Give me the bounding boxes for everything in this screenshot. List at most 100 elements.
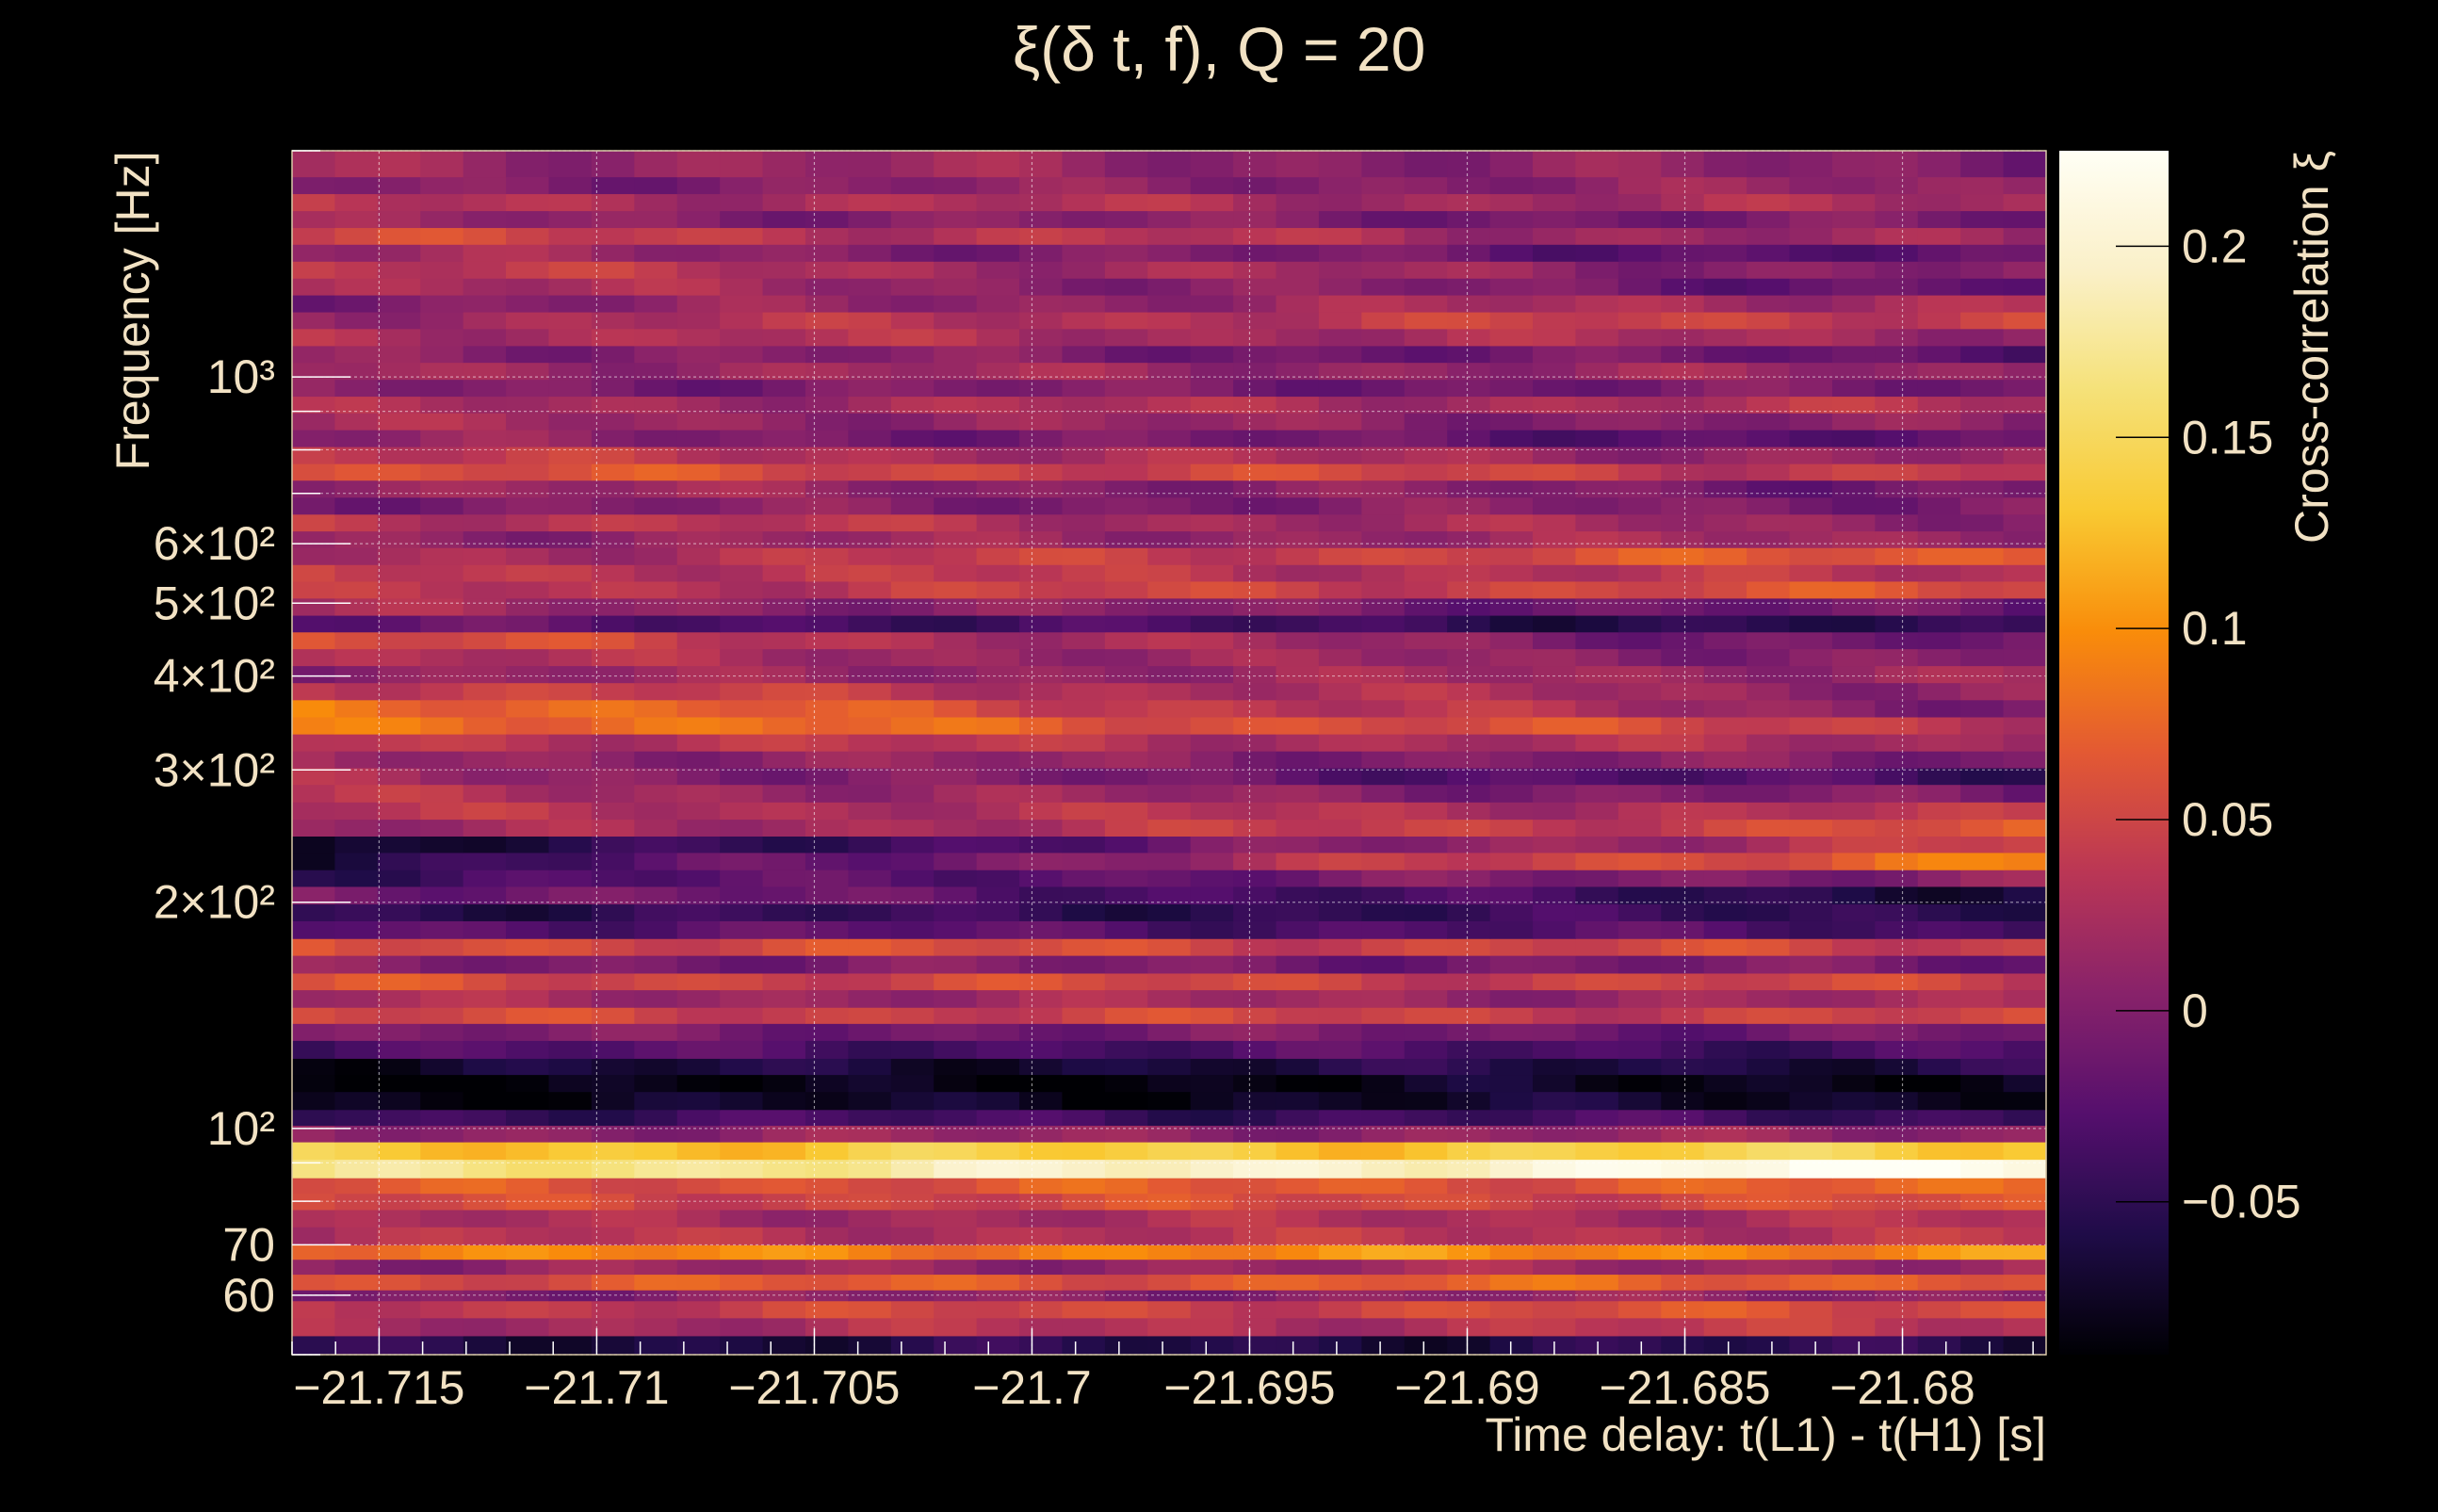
heatmap-cell	[720, 767, 764, 786]
heatmap-cell	[848, 648, 892, 667]
heatmap-cell	[805, 597, 849, 616]
heatmap-cell	[506, 1159, 550, 1179]
heatmap-cell	[506, 734, 550, 752]
heatmap-cell	[1533, 564, 1577, 582]
heatmap-cell	[976, 430, 1020, 447]
heatmap-cell	[1147, 362, 1192, 381]
heatmap-cell	[1489, 463, 1534, 481]
heatmap-cell	[848, 751, 892, 769]
heatmap-cell	[1318, 496, 1362, 515]
heatmap-cell	[1147, 447, 1192, 464]
heatmap-cell	[1190, 836, 1234, 854]
heatmap-cell	[1617, 413, 1662, 431]
heatmap-cell	[676, 547, 721, 565]
heatmap-cell	[1661, 1074, 1705, 1093]
heatmap-cell	[1489, 972, 1534, 991]
heatmap-cell	[420, 1178, 464, 1195]
heatmap-cell	[1661, 413, 1705, 431]
heatmap-cell	[1447, 1244, 1491, 1260]
heatmap-cell	[805, 176, 849, 195]
heatmap-cell	[1703, 227, 1747, 245]
heatmap-cell	[548, 362, 593, 381]
colorbar-tick-label: 0.1	[2182, 602, 2248, 655]
heatmap-cell	[463, 1058, 507, 1076]
heatmap-cell	[1404, 547, 1448, 565]
heatmap-cell	[1747, 278, 1791, 296]
heatmap-cell	[377, 767, 421, 786]
heatmap-cell	[591, 734, 635, 752]
heatmap-cell	[976, 1300, 1020, 1319]
heatmap-cell	[292, 580, 336, 599]
heatmap-cell	[1960, 244, 2005, 262]
heatmap-cell	[1318, 362, 1362, 381]
heatmap-cell	[634, 716, 678, 735]
heatmap-cell	[762, 1109, 806, 1127]
heatmap-cell	[805, 716, 849, 735]
heatmap-cell	[1233, 920, 1277, 939]
heatmap-cell	[1960, 345, 2005, 364]
heatmap-cell	[1447, 699, 1491, 718]
heatmap-cell	[1917, 1244, 1961, 1260]
heatmap-cell	[1533, 903, 1577, 921]
heatmap-cell	[1489, 631, 1534, 650]
heatmap-cell	[890, 1259, 935, 1276]
heatmap-cell	[1233, 193, 1277, 212]
heatmap-cell	[506, 819, 550, 837]
heatmap-cell	[1190, 767, 1234, 786]
heatmap-cell	[1661, 496, 1705, 515]
heatmap-cell	[890, 311, 935, 330]
heatmap-cell	[2003, 430, 2047, 447]
heatmap-cell	[1917, 938, 1961, 956]
heatmap-cell	[1233, 513, 1277, 532]
heatmap-cell	[1789, 614, 1833, 633]
heatmap-cell	[463, 751, 507, 769]
heatmap-cell	[1404, 345, 1448, 364]
heatmap-cell	[506, 278, 550, 296]
heatmap-cell	[548, 597, 593, 616]
heatmap-cell	[2003, 227, 2047, 245]
heatmap-cell	[1404, 463, 1448, 481]
heatmap-cell	[762, 564, 806, 582]
heatmap-cell	[976, 328, 1020, 347]
heatmap-cell	[720, 151, 764, 178]
heatmap-cell	[976, 513, 1020, 532]
heatmap-cell	[890, 955, 935, 974]
heatmap-cell	[1703, 1209, 1747, 1227]
heatmap-cell	[377, 564, 421, 582]
heatmap-cell	[1831, 734, 1876, 752]
heatmap-cell	[1276, 886, 1320, 905]
heatmap-cell	[1661, 396, 1705, 414]
heatmap-cell	[1661, 1159, 1705, 1179]
heatmap-cell	[976, 870, 1020, 887]
heatmap-cell	[1104, 530, 1148, 548]
heatmap-cell	[1831, 648, 1876, 667]
heatmap-cell	[420, 227, 464, 245]
heatmap-cell	[634, 751, 678, 769]
heatmap-cell	[1404, 513, 1448, 532]
heatmap-cell	[1789, 193, 1833, 212]
heatmap-cell	[848, 463, 892, 481]
heatmap-cell	[1875, 716, 1919, 735]
heatmap-cell	[720, 210, 764, 229]
heatmap-cell	[720, 294, 764, 313]
heatmap-cell	[292, 447, 336, 464]
heatmap-cell	[1147, 210, 1192, 229]
heatmap-cell	[1404, 151, 1448, 178]
heatmap-cell	[1447, 1335, 1491, 1356]
heatmap-cell	[976, 699, 1020, 718]
heatmap-cell	[1789, 597, 1833, 616]
heatmap-cell	[1789, 852, 1833, 870]
heatmap-cell	[762, 176, 806, 195]
heatmap-cell	[1617, 1125, 1662, 1143]
heatmap-cell	[848, 151, 892, 178]
heatmap-cell	[334, 1040, 379, 1059]
heatmap-cell	[1789, 836, 1833, 854]
heatmap-cell	[890, 580, 935, 599]
heatmap-cell	[1661, 463, 1705, 481]
heatmap-cell	[548, 1159, 593, 1179]
heatmap-cell	[1703, 580, 1747, 599]
heatmap-cell	[1831, 151, 1876, 178]
heatmap-cell	[1489, 210, 1534, 229]
heatmap-cell	[1062, 1317, 1106, 1337]
heatmap-cell	[1489, 1227, 1534, 1246]
